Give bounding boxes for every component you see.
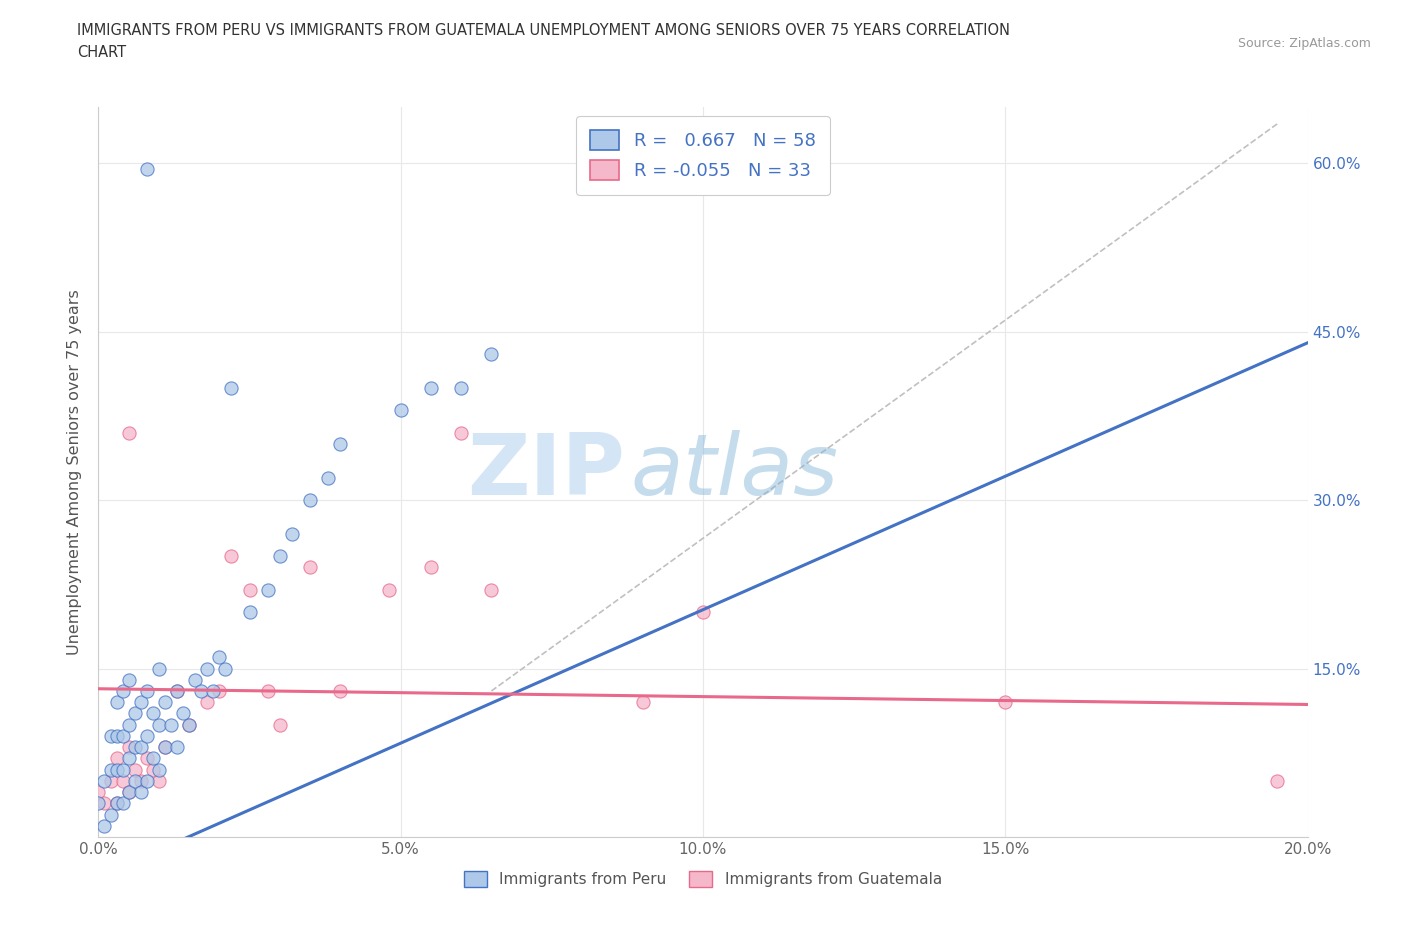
Text: Source: ZipAtlas.com: Source: ZipAtlas.com	[1237, 37, 1371, 50]
Point	[1267, 774, 1289, 789]
Point	[129, 774, 152, 789]
Point	[420, 560, 443, 575]
Text: CHART: CHART	[77, 45, 127, 60]
Point	[118, 717, 141, 732]
Point	[389, 403, 412, 418]
Y-axis label: Unemployment Among Seniors over 75 years: Unemployment Among Seniors over 75 years	[67, 289, 83, 655]
Point	[135, 751, 157, 765]
Point	[450, 425, 472, 440]
Point	[124, 739, 146, 754]
Point	[420, 380, 443, 395]
Point	[118, 425, 141, 440]
Text: atlas: atlas	[630, 431, 838, 513]
Point	[148, 661, 170, 676]
Point	[269, 549, 291, 564]
Point	[124, 774, 146, 789]
Point	[481, 582, 503, 597]
Point	[281, 526, 304, 541]
Point	[135, 774, 157, 789]
Point	[239, 582, 262, 597]
Point	[153, 739, 176, 754]
Point	[214, 661, 236, 676]
Point	[195, 695, 218, 710]
Point	[377, 582, 399, 597]
Point	[221, 549, 243, 564]
Point	[100, 728, 122, 743]
Point	[166, 739, 188, 754]
Point	[87, 785, 110, 800]
Point	[142, 706, 165, 721]
Point	[93, 818, 115, 833]
Point	[184, 672, 207, 687]
Point	[93, 774, 115, 789]
Point	[124, 706, 146, 721]
Point	[105, 695, 128, 710]
Point	[160, 717, 183, 732]
Text: IMMIGRANTS FROM PERU VS IMMIGRANTS FROM GUATEMALA UNEMPLOYMENT AMONG SENIORS OVE: IMMIGRANTS FROM PERU VS IMMIGRANTS FROM …	[77, 23, 1011, 38]
Point	[631, 695, 654, 710]
Point	[100, 807, 122, 822]
Point	[316, 471, 339, 485]
Point	[148, 717, 170, 732]
Point	[208, 650, 231, 665]
Point	[129, 785, 152, 800]
Point	[111, 796, 134, 811]
Point	[148, 774, 170, 789]
Point	[329, 684, 352, 698]
Point	[299, 493, 322, 508]
Point	[153, 695, 176, 710]
Point	[100, 774, 122, 789]
Point	[118, 672, 141, 687]
Text: ZIP: ZIP	[467, 431, 624, 513]
Point	[256, 684, 278, 698]
Point	[111, 763, 134, 777]
Point	[135, 161, 157, 176]
Point	[105, 763, 128, 777]
Point	[111, 728, 134, 743]
Point	[256, 582, 278, 597]
Point	[329, 436, 352, 451]
Legend: Immigrants from Peru, Immigrants from Guatemala: Immigrants from Peru, Immigrants from Gu…	[457, 864, 949, 895]
Point	[105, 751, 128, 765]
Point	[148, 763, 170, 777]
Point	[190, 684, 212, 698]
Point	[105, 728, 128, 743]
Point	[118, 785, 141, 800]
Point	[221, 380, 243, 395]
Point	[93, 796, 115, 811]
Point	[142, 763, 165, 777]
Point	[135, 684, 157, 698]
Point	[269, 717, 291, 732]
Point	[153, 739, 176, 754]
Point	[111, 684, 134, 698]
Point	[129, 739, 152, 754]
Point	[142, 751, 165, 765]
Point	[208, 684, 231, 698]
Point	[450, 380, 472, 395]
Point	[124, 763, 146, 777]
Point	[692, 604, 714, 619]
Point	[239, 604, 262, 619]
Point	[105, 796, 128, 811]
Point	[299, 560, 322, 575]
Point	[118, 785, 141, 800]
Point	[105, 796, 128, 811]
Point	[179, 717, 201, 732]
Point	[135, 728, 157, 743]
Point	[481, 347, 503, 362]
Point	[129, 695, 152, 710]
Point	[202, 684, 225, 698]
Point	[179, 717, 201, 732]
Point	[111, 774, 134, 789]
Point	[118, 739, 141, 754]
Point	[166, 684, 188, 698]
Point	[118, 751, 141, 765]
Point	[87, 796, 110, 811]
Point	[994, 695, 1017, 710]
Point	[166, 684, 188, 698]
Point	[100, 763, 122, 777]
Point	[195, 661, 218, 676]
Point	[172, 706, 194, 721]
